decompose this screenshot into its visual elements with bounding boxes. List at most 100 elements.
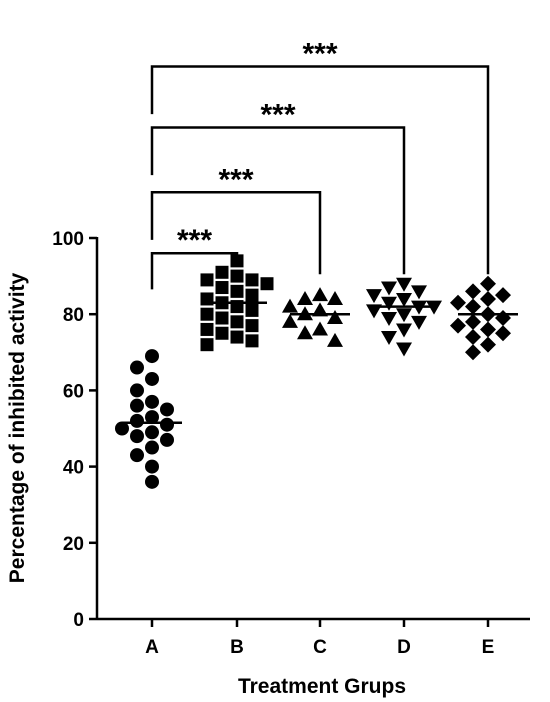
data-point bbox=[327, 332, 343, 347]
data-point bbox=[282, 313, 298, 328]
data-point bbox=[215, 326, 229, 340]
y-tick-label: 20 bbox=[63, 534, 84, 555]
data-point bbox=[245, 319, 259, 333]
data-point bbox=[396, 308, 412, 323]
y-tick-label: 60 bbox=[63, 381, 84, 402]
x-tick-label: C bbox=[313, 637, 327, 658]
data-point bbox=[327, 290, 343, 305]
significance-bracket bbox=[150, 191, 322, 275]
data-point bbox=[480, 275, 496, 292]
data-point bbox=[200, 273, 214, 287]
data-point bbox=[411, 315, 427, 330]
data-point bbox=[327, 310, 343, 325]
data-point bbox=[495, 325, 511, 342]
x-tick-label: A bbox=[145, 637, 159, 658]
data-point bbox=[145, 459, 159, 474]
significance-label: *** bbox=[218, 163, 253, 196]
data-point bbox=[215, 281, 229, 295]
data-point bbox=[381, 281, 397, 296]
data-point bbox=[160, 432, 174, 447]
significance-label: *** bbox=[177, 224, 212, 257]
data-point bbox=[160, 417, 174, 432]
data-point bbox=[230, 330, 244, 344]
data-point bbox=[480, 336, 496, 353]
data-point bbox=[145, 371, 159, 386]
data-point bbox=[130, 448, 144, 463]
data-point bbox=[115, 421, 129, 436]
data-point bbox=[450, 294, 466, 311]
x-tick-label: E bbox=[482, 637, 495, 658]
data-point bbox=[200, 338, 214, 352]
significance-label: *** bbox=[302, 38, 337, 71]
data-point bbox=[130, 383, 144, 398]
y-ticks: 0 20 40 60 80 100 bbox=[52, 229, 97, 631]
x-ticks: A B C D E bbox=[145, 619, 494, 658]
data-point bbox=[465, 298, 481, 315]
data-point bbox=[480, 290, 496, 307]
y-tick-label: 40 bbox=[63, 458, 84, 479]
significance-bracket bbox=[150, 126, 406, 275]
data-point bbox=[312, 302, 328, 317]
data-point bbox=[282, 298, 298, 313]
x-tick-label: D bbox=[397, 637, 411, 658]
data-point bbox=[465, 344, 481, 361]
data-point bbox=[366, 304, 382, 319]
y-axis-title: Percentage of inhibited activity bbox=[6, 272, 29, 583]
data-point bbox=[215, 311, 229, 325]
y-tick-label: 100 bbox=[52, 229, 84, 250]
data-point bbox=[130, 360, 144, 375]
data-point bbox=[396, 323, 412, 338]
data-point bbox=[297, 290, 313, 305]
data-point bbox=[381, 331, 397, 346]
data-point bbox=[465, 329, 481, 346]
data-point bbox=[145, 410, 159, 425]
data-point bbox=[396, 342, 412, 357]
data-point bbox=[381, 296, 397, 311]
data-point bbox=[480, 321, 496, 338]
data-points bbox=[115, 254, 511, 489]
data-point bbox=[145, 349, 159, 364]
data-point bbox=[381, 312, 397, 327]
significance-bracket bbox=[150, 65, 490, 275]
data-point bbox=[245, 288, 259, 302]
data-point bbox=[312, 287, 328, 302]
data-point bbox=[366, 289, 382, 304]
data-point bbox=[260, 277, 274, 291]
data-point bbox=[245, 273, 259, 287]
significance-label: *** bbox=[260, 99, 295, 132]
data-point bbox=[200, 322, 214, 336]
y-tick-label: 80 bbox=[63, 305, 84, 326]
data-point bbox=[495, 310, 511, 327]
data-point bbox=[495, 287, 511, 304]
data-point bbox=[245, 303, 259, 317]
data-point bbox=[230, 269, 244, 283]
data-point bbox=[230, 284, 244, 298]
significance-brackets: ************ bbox=[150, 38, 490, 290]
y-tick-label: 0 bbox=[73, 610, 84, 631]
data-point bbox=[130, 429, 144, 444]
data-point bbox=[215, 265, 229, 279]
data-point bbox=[145, 440, 159, 455]
data-point bbox=[450, 317, 466, 334]
x-tick-label: B bbox=[230, 637, 244, 658]
data-point bbox=[230, 315, 244, 329]
data-point bbox=[160, 402, 174, 417]
data-point bbox=[130, 413, 144, 428]
data-point bbox=[312, 321, 328, 336]
data-point bbox=[396, 292, 412, 307]
data-point bbox=[297, 325, 313, 340]
data-point bbox=[465, 313, 481, 330]
data-point bbox=[411, 285, 427, 300]
axes bbox=[95, 237, 530, 621]
data-point bbox=[145, 474, 159, 489]
mean-lines bbox=[122, 301, 518, 425]
data-point bbox=[200, 307, 214, 321]
data-point bbox=[465, 283, 481, 300]
data-point bbox=[245, 334, 259, 348]
data-point bbox=[396, 277, 412, 292]
data-point bbox=[130, 398, 144, 413]
x-axis-title: Treatment Grups bbox=[238, 675, 406, 698]
significance-bracket bbox=[150, 251, 239, 290]
data-point bbox=[145, 394, 159, 409]
